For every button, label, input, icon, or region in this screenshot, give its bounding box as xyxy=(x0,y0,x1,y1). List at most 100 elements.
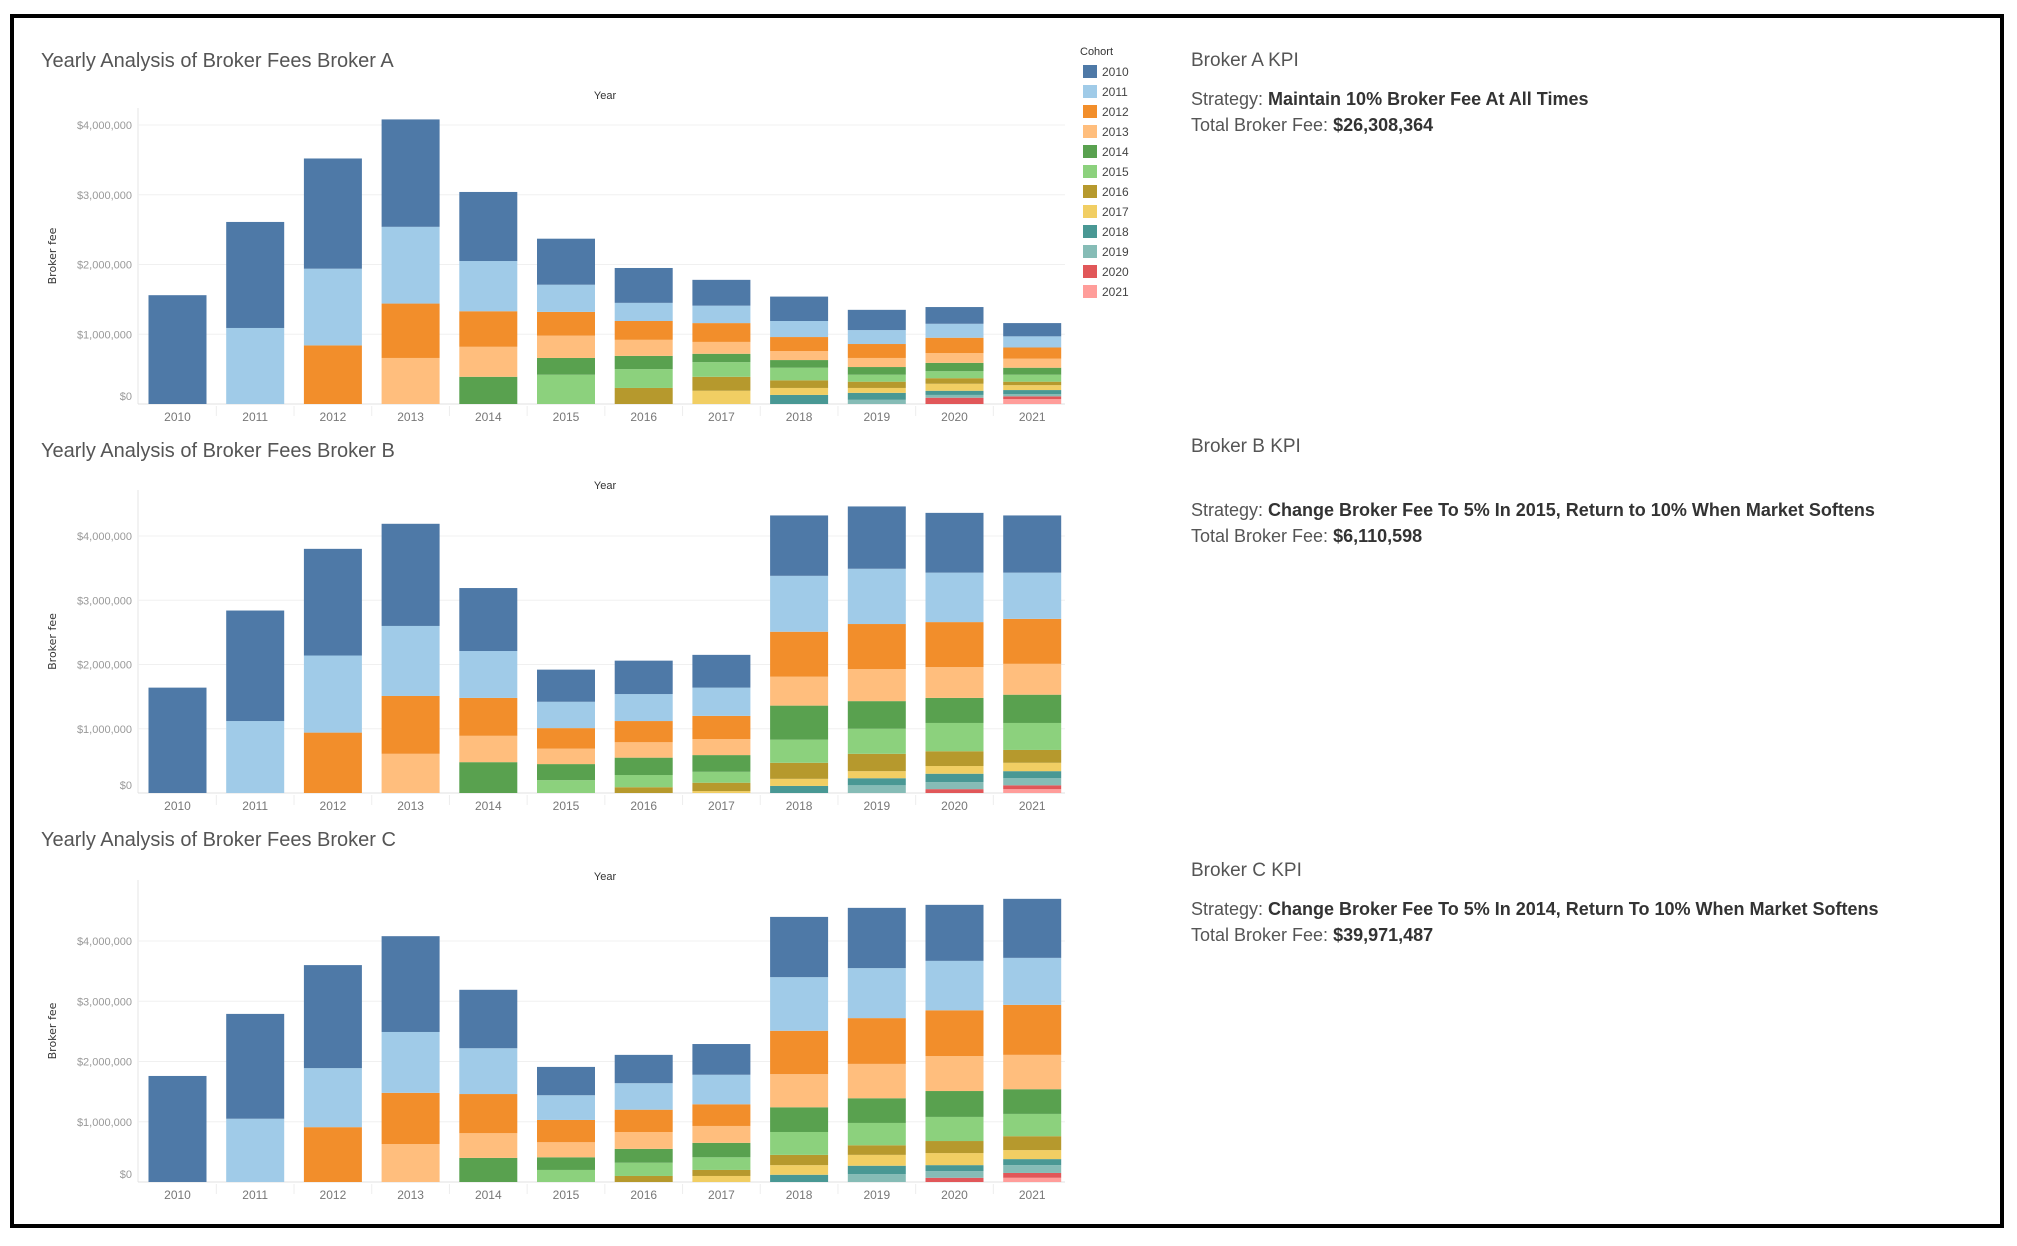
bar-segment-2015-cohort-2011[interactable] xyxy=(537,1095,595,1120)
bar-segment-2017-cohort-2017[interactable] xyxy=(692,791,751,793)
bar-segment-2020-cohort-2017[interactable] xyxy=(925,766,984,774)
bar-segment-2021-cohort-2015[interactable] xyxy=(1003,1113,1062,1137)
bar-segment-2010-cohort-2010[interactable] xyxy=(148,1075,207,1182)
bar-segment-2019-cohort-2011[interactable] xyxy=(847,968,906,1019)
cohort-legend[interactable]: Cohort 2010 2011 2012 2013 2014 2015 2016 2017 2… xyxy=(1080,46,1129,299)
bar-segment-2014-cohort-2014[interactable] xyxy=(459,376,518,404)
bar-segment-2014-cohort-2010[interactable] xyxy=(459,191,518,262)
bar-segment-2021-cohort-2013[interactable] xyxy=(1003,1054,1062,1090)
bar-segment-2016-cohort-2012[interactable] xyxy=(614,320,673,340)
bar-segment-2011-cohort-2011[interactable] xyxy=(226,1118,285,1182)
bar-segment-2020-cohort-2011[interactable] xyxy=(925,572,984,623)
bar-segment-2017-cohort-2013[interactable] xyxy=(692,1125,751,1143)
bar-segment-2015-cohort-2013[interactable] xyxy=(537,335,595,358)
bar-segment-2012-cohort-2011[interactable] xyxy=(303,655,362,733)
bar-segment-2016-cohort-2011[interactable] xyxy=(614,1083,673,1110)
bar-segment-2018-cohort-2012[interactable] xyxy=(770,337,829,351)
bar-segment-2021-cohort-2017[interactable] xyxy=(1003,1150,1062,1160)
bar-segment-2019-cohort-2018[interactable] xyxy=(847,392,906,400)
bar-segment-2021-cohort-2016[interactable] xyxy=(1003,1136,1062,1151)
legend-swatch-2013[interactable] xyxy=(1083,125,1097,138)
bar-2013[interactable] xyxy=(381,523,440,793)
bar-segment-2019-cohort-2012[interactable] xyxy=(847,1018,906,1064)
bar-segment-2016-cohort-2015[interactable] xyxy=(614,369,673,388)
bar-segment-2016-cohort-2015[interactable] xyxy=(614,775,673,788)
legend-swatch-2017[interactable] xyxy=(1083,205,1097,218)
bar-segment-2012-cohort-2010[interactable] xyxy=(303,548,362,656)
bar-segment-2018-cohort-2015[interactable] xyxy=(770,1131,829,1155)
bar-2019[interactable] xyxy=(847,506,906,793)
bar-segment-2021-cohort-2016[interactable] xyxy=(1003,749,1062,763)
bar-2017[interactable] xyxy=(692,654,751,793)
bar-segment-2019-cohort-2013[interactable] xyxy=(847,668,906,702)
bar-segment-2010-cohort-2010[interactable] xyxy=(148,295,207,404)
bar-segment-2017-cohort-2011[interactable] xyxy=(692,687,751,716)
bar-segment-2015-cohort-2015[interactable] xyxy=(537,780,595,793)
bar-segment-2017-cohort-2014[interactable] xyxy=(692,755,751,772)
bar-2017[interactable] xyxy=(692,1044,751,1182)
bar-segment-2018-cohort-2012[interactable] xyxy=(770,631,829,677)
bar-segment-2015-cohort-2010[interactable] xyxy=(537,1066,595,1096)
bar-2011[interactable] xyxy=(226,1013,285,1182)
bar-2010[interactable] xyxy=(148,687,207,793)
bar-segment-2017-cohort-2016[interactable] xyxy=(692,782,751,792)
bar-segment-2018-cohort-2014[interactable] xyxy=(770,705,829,740)
bar-segment-2020-cohort-2015[interactable] xyxy=(925,371,984,379)
bar-segment-2017-cohort-2014[interactable] xyxy=(692,353,751,363)
bar-segment-2013-cohort-2013[interactable] xyxy=(381,753,440,793)
bar-segment-2012-cohort-2010[interactable] xyxy=(303,965,362,1069)
bar-segment-2019-cohort-2018[interactable] xyxy=(847,778,906,786)
bar-segment-2016-cohort-2015[interactable] xyxy=(614,1162,673,1176)
bar-segment-2020-cohort-2014[interactable] xyxy=(925,697,984,723)
bar-segment-2020-cohort-2018[interactable] xyxy=(925,390,984,395)
bar-segment-2014-cohort-2013[interactable] xyxy=(459,1133,518,1158)
bar-segment-2018-cohort-2016[interactable] xyxy=(770,762,829,779)
bar-segment-2021-cohort-2018[interactable] xyxy=(1003,1159,1062,1166)
bar-segment-2015-cohort-2013[interactable] xyxy=(537,1142,595,1158)
bar-segment-2018-cohort-2017[interactable] xyxy=(770,387,829,395)
bar-segment-2019-cohort-2017[interactable] xyxy=(847,387,906,393)
bar-segment-2013-cohort-2011[interactable] xyxy=(381,1031,440,1093)
legend-swatch-2019[interactable] xyxy=(1083,245,1097,258)
bar-2015[interactable] xyxy=(537,1066,595,1182)
bar-segment-2020-cohort-2018[interactable] xyxy=(925,773,984,783)
bar-segment-2018-cohort-2011[interactable] xyxy=(770,320,829,338)
bar-segment-2013-cohort-2012[interactable] xyxy=(381,303,440,358)
bar-segment-2019-cohort-2014[interactable] xyxy=(847,1098,906,1123)
bar-2020[interactable] xyxy=(925,307,984,404)
bar-segment-2016-cohort-2010[interactable] xyxy=(614,660,673,695)
bar-2012[interactable] xyxy=(303,548,362,793)
bar-segment-2018-cohort-2011[interactable] xyxy=(770,575,829,632)
bar-segment-2020-cohort-2018[interactable] xyxy=(925,1165,984,1172)
bar-segment-2019-cohort-2019[interactable] xyxy=(847,1174,906,1182)
bar-segment-2014-cohort-2012[interactable] xyxy=(459,697,518,736)
bar-segment-2021-cohort-2014[interactable] xyxy=(1003,367,1062,375)
bar-segment-2020-cohort-2016[interactable] xyxy=(925,378,984,384)
bar-segment-2021-cohort-2011[interactable] xyxy=(1003,336,1062,348)
bar-segment-2020-cohort-2010[interactable] xyxy=(925,307,984,324)
legend-swatch-2014[interactable] xyxy=(1083,145,1097,158)
bar-segment-2015-cohort-2015[interactable] xyxy=(537,374,595,404)
bar-segment-2021-cohort-2012[interactable] xyxy=(1003,347,1062,359)
bar-2021[interactable] xyxy=(1003,515,1062,793)
bar-segment-2017-cohort-2013[interactable] xyxy=(692,341,751,354)
bar-2013[interactable] xyxy=(381,936,440,1182)
bar-segment-2013-cohort-2010[interactable] xyxy=(381,523,440,626)
bar-segment-2013-cohort-2013[interactable] xyxy=(381,1144,440,1182)
bar-segment-2015-cohort-2012[interactable] xyxy=(537,311,595,336)
bar-segment-2021-cohort-2020[interactable] xyxy=(1003,785,1062,790)
bar-segment-2016-cohort-2016[interactable] xyxy=(614,1175,673,1182)
bar-segment-2017-cohort-2016[interactable] xyxy=(692,376,751,391)
bar-segment-2019-cohort-2016[interactable] xyxy=(847,381,906,388)
bar-segment-2014-cohort-2010[interactable] xyxy=(459,989,518,1049)
bar-segment-2015-cohort-2012[interactable] xyxy=(537,728,595,749)
bar-2017[interactable] xyxy=(692,279,751,404)
bar-segment-2019-cohort-2014[interactable] xyxy=(847,367,906,375)
bar-segment-2019-cohort-2015[interactable] xyxy=(847,728,906,754)
bar-segment-2017-cohort-2011[interactable] xyxy=(692,305,751,324)
bar-segment-2012-cohort-2012[interactable] xyxy=(303,345,362,404)
bar-segment-2017-cohort-2010[interactable] xyxy=(692,1044,751,1075)
bar-2016[interactable] xyxy=(614,1054,673,1182)
bar-segment-2014-cohort-2012[interactable] xyxy=(459,1094,518,1134)
bar-2011[interactable] xyxy=(226,610,285,793)
